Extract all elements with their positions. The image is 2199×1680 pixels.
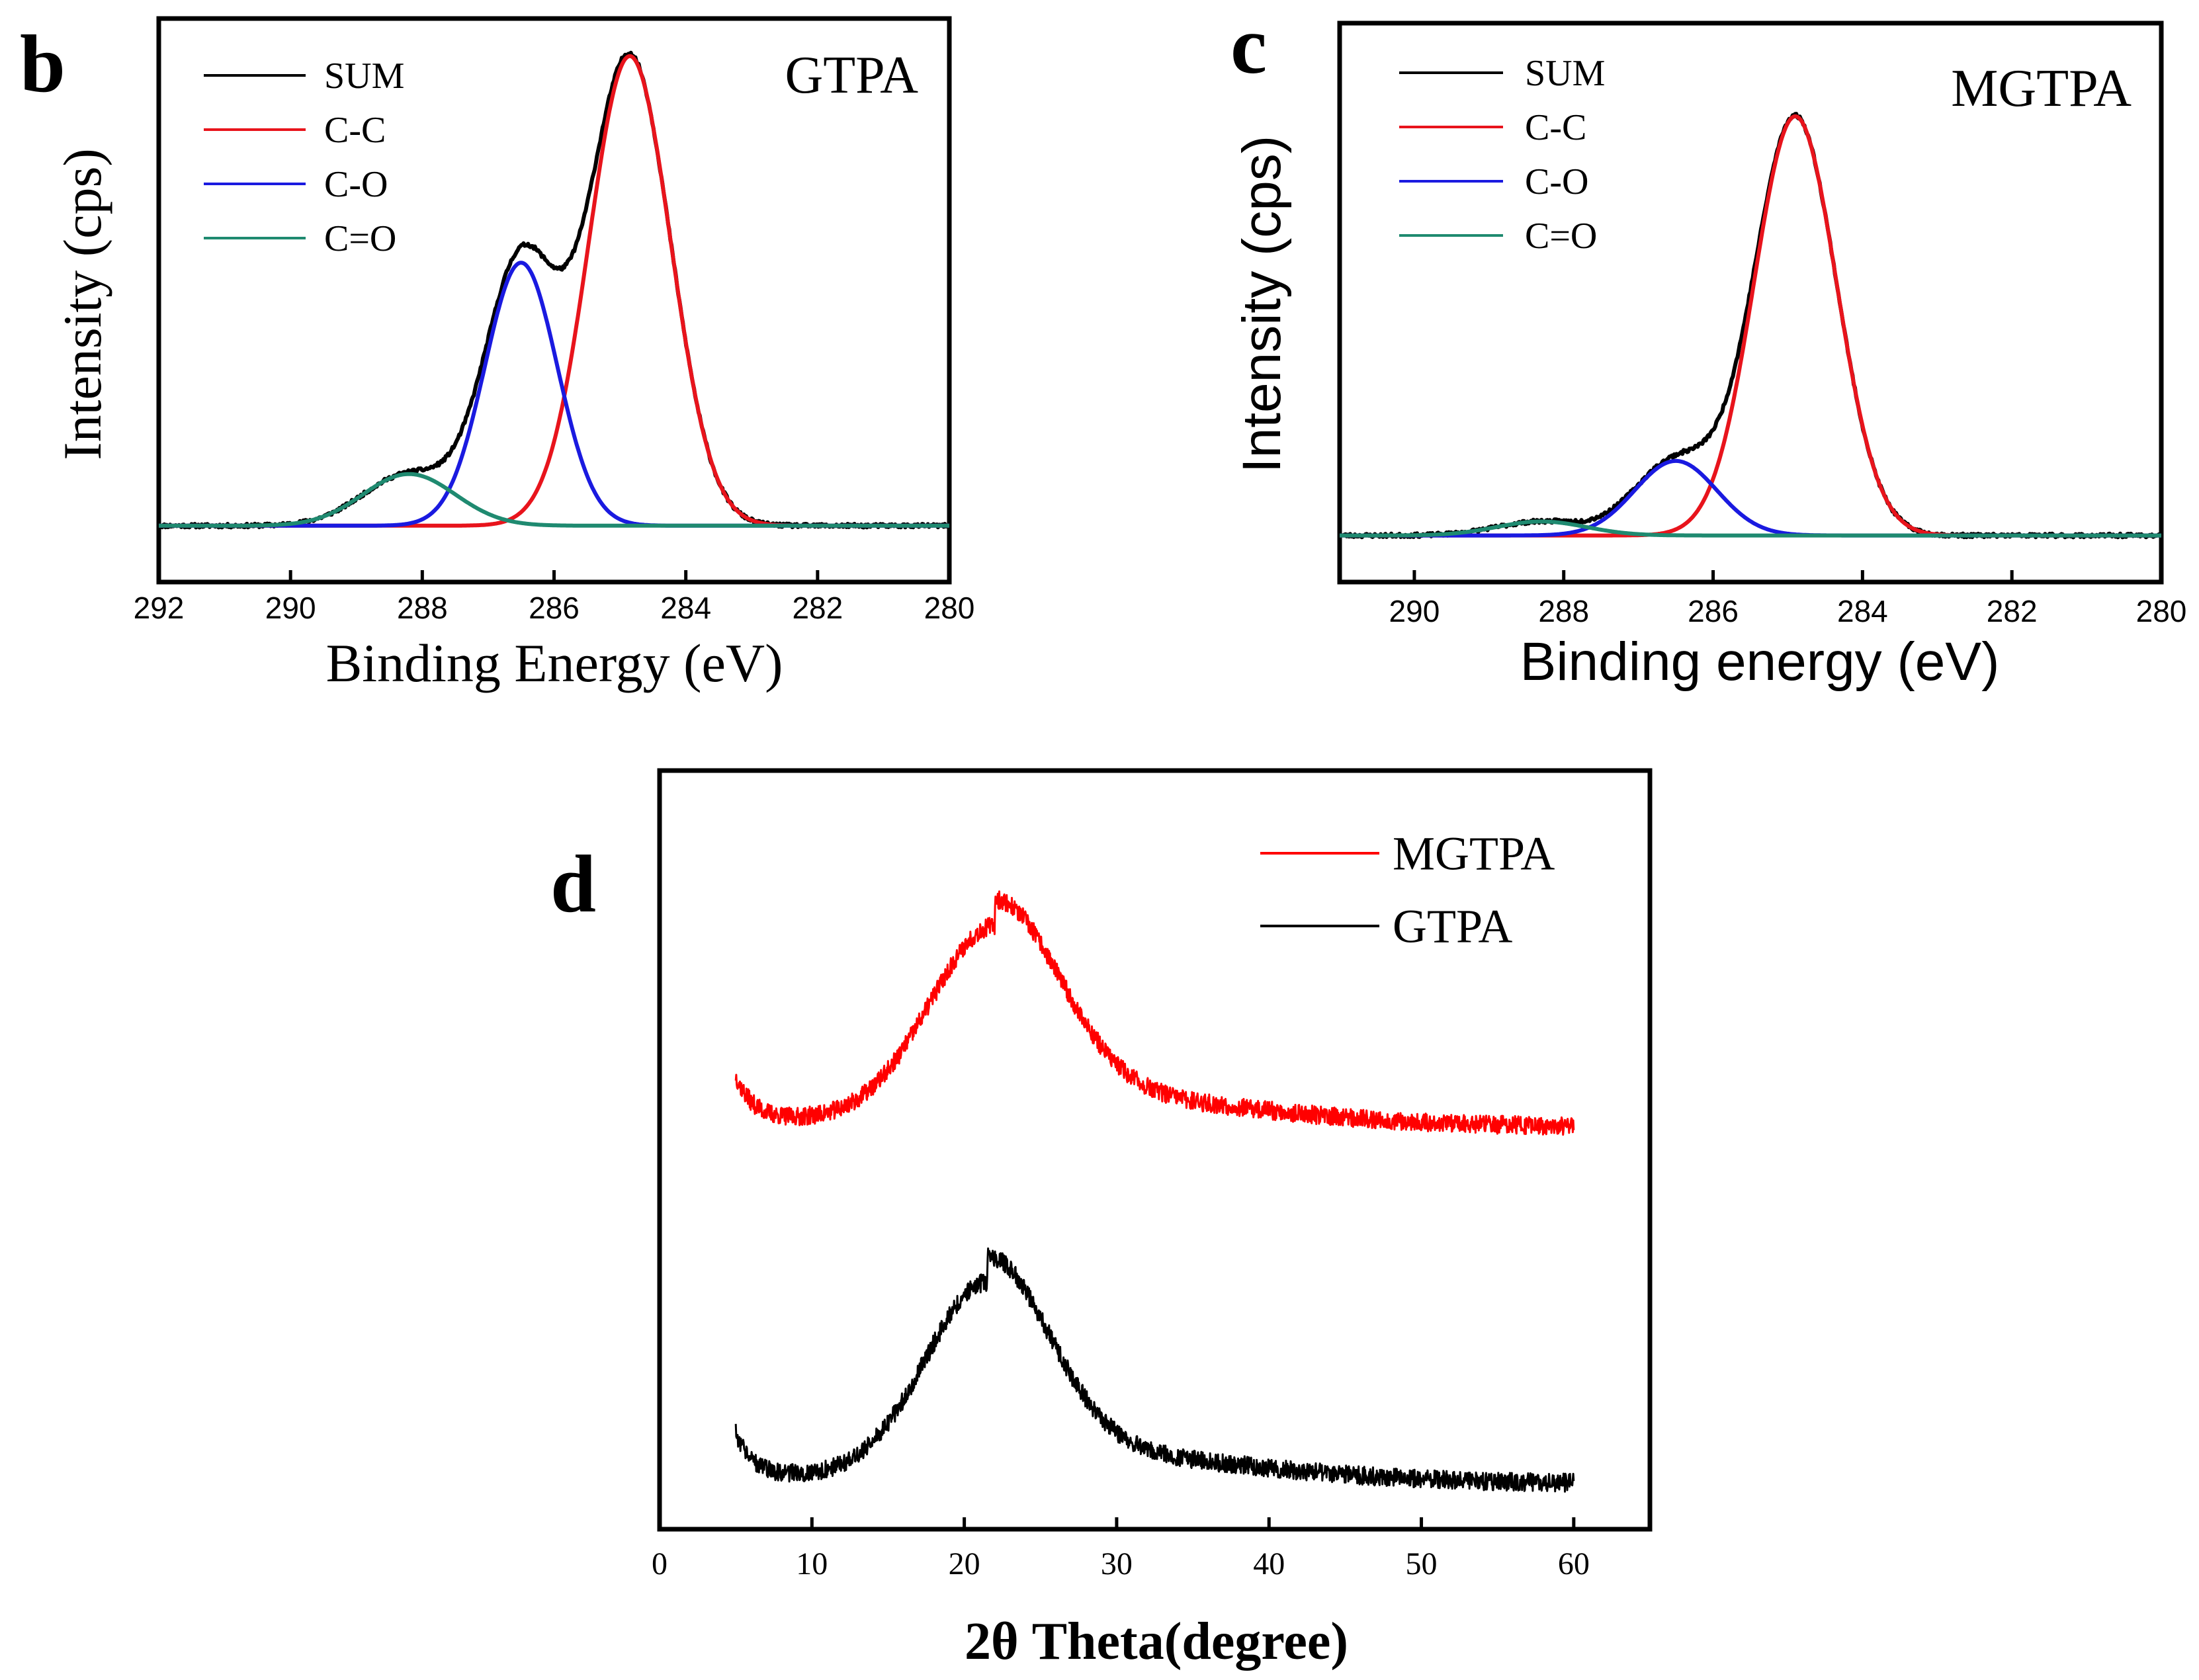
series-line-gtpa: [734, 1247, 1575, 1493]
legend-label: SUM: [324, 56, 404, 97]
legend-label: MGTPA: [1393, 827, 1555, 880]
x-tick-label: 288: [397, 591, 448, 625]
panel-b-curves: [157, 50, 951, 530]
x-tick-label: 290: [1389, 594, 1440, 628]
legend-label: C-C: [1525, 107, 1586, 148]
x-tick-label: 282: [792, 591, 843, 625]
panel-c-frame: [1337, 21, 2164, 585]
x-tick-label: 288: [1538, 594, 1589, 628]
panel-d-x-axis-label: 2θ Theta(degree): [965, 1613, 1348, 1671]
panel-d: d MGTPA GTPA 0 10 20 30 40 50 60 2θ Theta(degre…: [550, 768, 1653, 1671]
x-tick-label: 40: [1253, 1546, 1285, 1581]
x-tick-label: 30: [1101, 1546, 1133, 1581]
x-tick-label: 10: [796, 1546, 828, 1581]
x-tick-label: 284: [1837, 594, 1888, 628]
panel-c-x-axis-label: Binding energy (eV): [1520, 632, 2000, 692]
panel-b-legend: SUM C-C C-O C=O: [204, 56, 404, 259]
x-tick-label: 50: [1406, 1546, 1438, 1581]
x-tick-label: 280: [924, 591, 975, 625]
panel-b-y-axis-label: Intensity (cps): [52, 148, 112, 460]
panel-b-label: b: [20, 19, 65, 109]
series-line-mgtpa: [734, 890, 1575, 1136]
legend-label: C=O: [1525, 216, 1597, 257]
series-line-c-o: [157, 472, 951, 528]
panel-b-title: GTPA: [785, 46, 918, 105]
x-tick-label: 282: [1987, 594, 2038, 628]
x-tick-label: 286: [1688, 594, 1739, 628]
legend-label: C-O: [324, 164, 388, 205]
x-tick-label: 0: [652, 1546, 668, 1581]
x-tick-label: 290: [265, 591, 316, 625]
x-tick-label: 20: [949, 1546, 980, 1581]
legend-label: C-C: [324, 110, 386, 151]
legend-label: GTPA: [1393, 900, 1512, 952]
panel-c-x-ticks: 290 288 286 284 282 280: [1389, 570, 2187, 628]
x-tick-label: 60: [1558, 1546, 1590, 1581]
legend-label: C-O: [1525, 161, 1588, 202]
panel-d-label: d: [550, 839, 596, 929]
panel-d-curves: [734, 890, 1575, 1493]
x-tick-label: 284: [660, 591, 711, 625]
panel-d-x-ticks: 0 10 20 30 40 50 60: [652, 1517, 1590, 1581]
legend-label: C=O: [324, 218, 396, 259]
panel-c-legend: SUM C-C C-O C=O: [1399, 53, 1605, 257]
panel-c-y-axis-label: Intensity (cps): [1232, 136, 1292, 473]
legend-label: SUM: [1525, 53, 1605, 94]
series-line-c-o: [1338, 519, 2163, 538]
panel-d-frame: [657, 768, 1653, 1532]
x-tick-label: 286: [529, 591, 580, 625]
x-tick-label: 280: [2136, 594, 2187, 628]
panel-c-curves: [1338, 112, 2163, 540]
panel-b: b GTPA SUM C-C C-O C=O 292 290 288 286 284 282 28…: [20, 16, 975, 693]
panel-c-label: c: [1230, 0, 1267, 91]
panel-d-legend: MGTPA GTPA: [1260, 827, 1555, 952]
x-tick-label: 292: [134, 591, 185, 625]
panel-b-x-axis-label: Binding Energy (eV): [326, 633, 783, 693]
panel-c-title: MGTPA: [1951, 60, 2132, 118]
panel-b-x-ticks: 292 290 288 286 284 282 280: [134, 570, 975, 625]
